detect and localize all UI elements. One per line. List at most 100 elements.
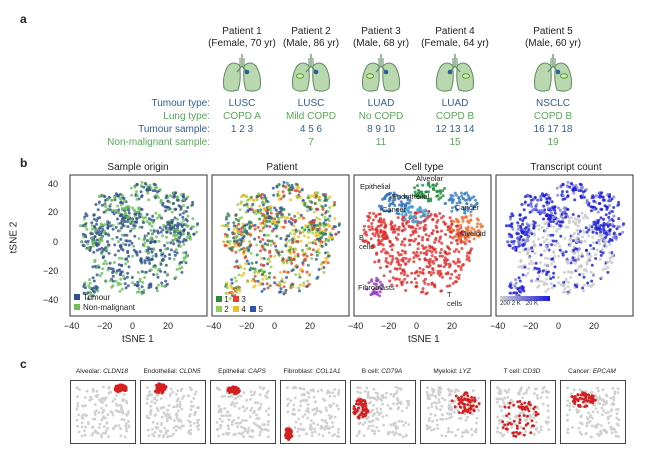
cell-point	[174, 191, 178, 195]
cell-point	[457, 250, 461, 254]
cell-point	[118, 256, 121, 260]
cell-point	[552, 284, 556, 288]
cell-point	[277, 190, 280, 194]
cell-point	[140, 208, 144, 211]
cell-point	[369, 279, 373, 283]
cell-point	[91, 244, 95, 248]
cell-point	[306, 247, 310, 251]
cell-point	[541, 235, 545, 239]
cell-point	[428, 244, 432, 248]
cell-point	[92, 286, 96, 290]
cell-point	[479, 222, 483, 226]
cell-point	[220, 224, 224, 228]
cell-point	[154, 211, 158, 215]
cell-point	[377, 204, 381, 208]
cell-point	[456, 242, 460, 246]
cell-point	[270, 239, 274, 243]
cell-point	[241, 222, 245, 226]
cell-point	[463, 208, 467, 212]
cell-point	[617, 203, 620, 207]
cell-point	[125, 220, 129, 223]
count-tick-200: 200	[500, 301, 511, 307]
cell-point	[432, 247, 436, 251]
cell-point	[137, 237, 141, 240]
cell-point	[289, 198, 293, 202]
cell-point	[119, 203, 123, 207]
cell-point	[166, 199, 170, 203]
cell-point	[449, 219, 453, 223]
cell-point	[402, 273, 406, 277]
cell-point	[121, 224, 125, 228]
cell-point	[412, 251, 416, 255]
cell-point	[370, 225, 374, 229]
cell-point	[564, 277, 568, 281]
cell-point	[267, 220, 271, 223]
cell-point	[545, 237, 549, 241]
cell-point	[551, 233, 555, 237]
cell-point	[274, 208, 278, 212]
cell-point	[413, 271, 417, 275]
cell-point	[146, 232, 150, 235]
cell-point	[239, 227, 243, 231]
cell-point	[437, 197, 441, 201]
cell-point	[517, 276, 521, 280]
cell-point	[605, 207, 609, 211]
legend-p2: 2	[224, 305, 229, 314]
cell-point	[524, 240, 528, 243]
cell-point	[409, 238, 413, 242]
cell-point	[557, 254, 561, 258]
cell-point	[597, 239, 601, 242]
cell-point	[587, 258, 591, 261]
cell-point	[617, 200, 621, 204]
cell-point	[442, 258, 446, 262]
cell-point	[516, 227, 520, 231]
cell-point	[566, 270, 570, 274]
cell-point	[592, 208, 596, 211]
cell-point	[90, 224, 94, 228]
cell-point	[274, 248, 278, 252]
ytick-0: 0	[53, 237, 59, 247]
cell-point	[122, 216, 126, 220]
marker-label: Myeloid: LYZ	[416, 368, 488, 375]
cell-point	[155, 235, 158, 239]
cell-point	[375, 252, 379, 256]
cell-point	[586, 253, 590, 257]
cell-point	[273, 217, 277, 221]
marker-label: Alveolar: CLDN18	[66, 368, 138, 375]
cell-point	[135, 190, 138, 194]
cell-point	[334, 232, 338, 236]
patient-legend: 1 3 2 4 5	[216, 295, 263, 315]
cell-point	[561, 194, 565, 198]
cell-point	[136, 206, 140, 210]
cell-point	[566, 292, 570, 296]
cell-point	[385, 234, 389, 238]
cell-point	[302, 281, 306, 285]
cell-point	[121, 242, 125, 246]
cell-point	[394, 277, 398, 281]
cell-point	[296, 252, 300, 256]
cell-point	[265, 277, 269, 281]
cell-point	[535, 202, 539, 206]
cell-point	[391, 230, 395, 234]
cell-point	[111, 227, 115, 231]
cell-point	[566, 285, 570, 289]
cell-point	[295, 189, 299, 193]
cell-point	[509, 281, 513, 285]
cell-point	[433, 255, 437, 259]
cell-point	[564, 215, 568, 219]
marker-type: Endothelial:	[143, 368, 178, 375]
cell-point	[107, 221, 111, 225]
cell-point	[523, 200, 527, 204]
cell-point	[391, 199, 395, 203]
cell-point	[168, 224, 172, 228]
cell-point	[88, 278, 92, 282]
cell-point	[545, 197, 549, 201]
cell-point	[578, 218, 582, 222]
cell-point	[586, 284, 590, 288]
cell-point	[451, 282, 455, 285]
cell-point	[108, 279, 112, 283]
cell-point	[282, 270, 286, 274]
cell-point	[436, 230, 439, 234]
cell-point	[542, 204, 546, 208]
legend-tumour: Tumour	[74, 293, 135, 303]
